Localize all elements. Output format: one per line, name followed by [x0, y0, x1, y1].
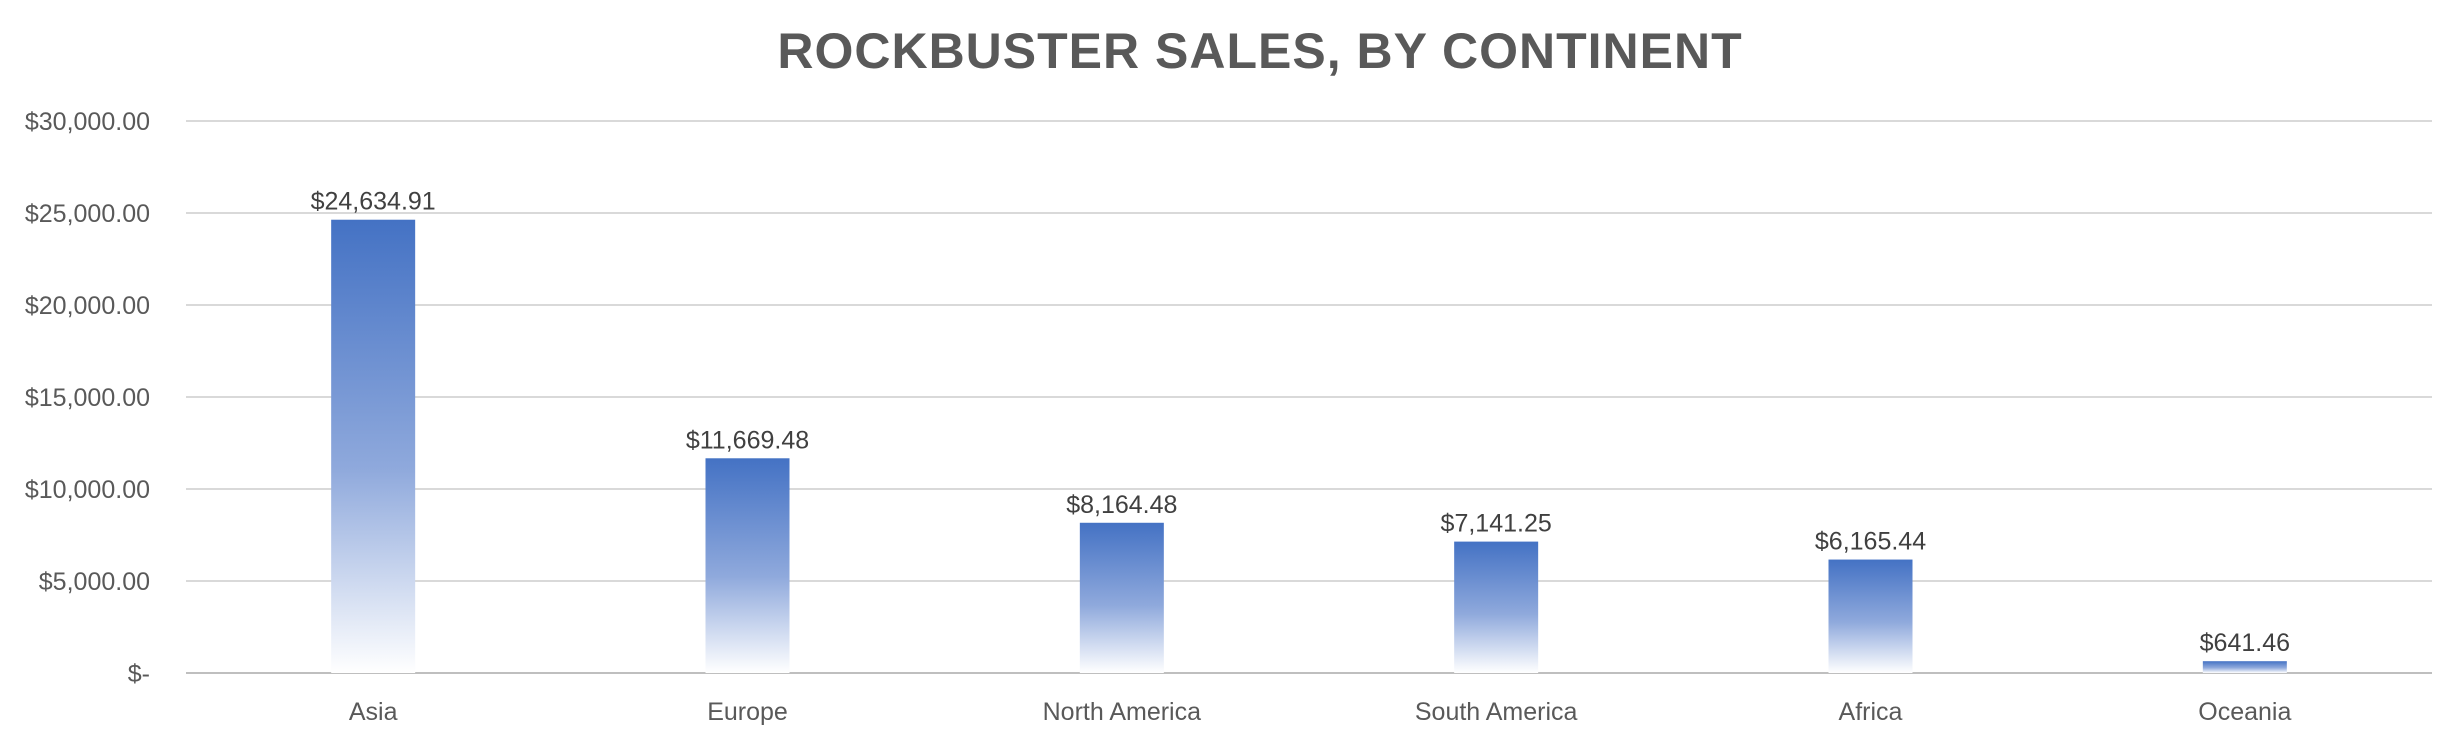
x-tick-label: Oceania [2198, 698, 2291, 726]
x-tick-label: South America [1415, 698, 1578, 726]
bar-south-america [1454, 541, 1539, 673]
bar-north-america [1079, 522, 1164, 673]
data-label: $8,164.48 [1066, 491, 1177, 519]
bar-asia [331, 219, 416, 673]
data-label: $641.46 [2200, 629, 2290, 657]
chart-title: ROCKBUSTER SALES, BY CONTINENT [777, 23, 1742, 79]
y-tick-label: $30,000.00 [25, 108, 150, 136]
x-tick-label: Africa [1839, 698, 1903, 726]
data-label: $24,634.91 [311, 188, 436, 216]
y-tick-label: $- [128, 660, 150, 688]
y-tick-label: $5,000.00 [39, 568, 150, 596]
data-label: $7,141.25 [1441, 510, 1552, 538]
bars [331, 219, 2287, 673]
x-axis-category-labels: Asia Europe North America South America Afri… [349, 698, 2292, 726]
y-tick-label: $10,000.00 [25, 476, 150, 504]
x-tick-label: North America [1043, 698, 1201, 726]
y-tick-label: $15,000.00 [25, 384, 150, 412]
y-tick-label: $25,000.00 [25, 200, 150, 228]
bar-europe [705, 458, 790, 673]
x-tick-label: Europe [707, 698, 788, 726]
y-axis-tick-labels: $- $5,000.00 $10,000.00 $15,000.00 $20,000.0… [25, 108, 150, 688]
bar-africa [1828, 559, 1913, 673]
y-tick-label: $20,000.00 [25, 292, 150, 320]
gridlines [186, 120, 2432, 674]
bar-oceania [2202, 661, 2287, 673]
data-label: $6,165.44 [1815, 528, 1926, 556]
x-tick-label: Asia [349, 698, 398, 726]
data-label: $11,669.48 [686, 426, 809, 454]
data-labels: $24,634.91 $11,669.48 $8,164.48 $7,141.25 $6… [311, 188, 2290, 657]
